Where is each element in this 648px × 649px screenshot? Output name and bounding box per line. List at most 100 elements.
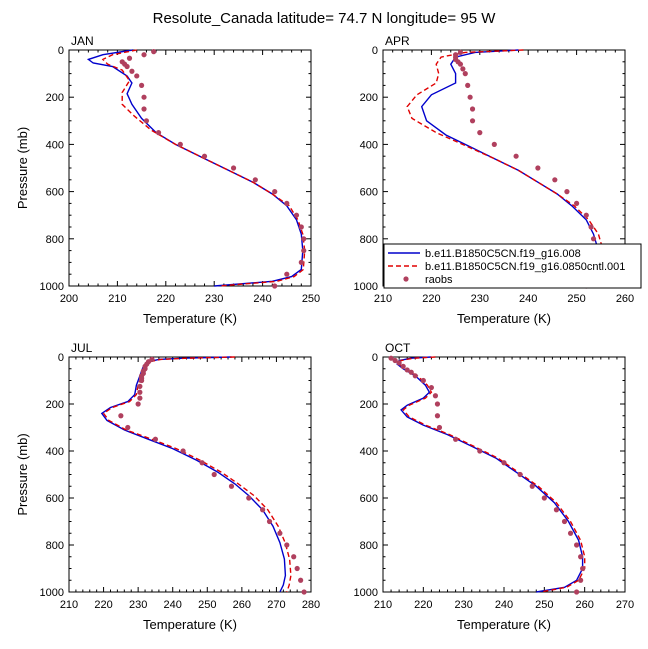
x-tick-label: 220 xyxy=(422,293,440,305)
raobs-point xyxy=(477,130,483,136)
raobs-point xyxy=(457,49,464,55)
raobs-point xyxy=(152,436,159,442)
raobs-point xyxy=(578,554,584,560)
raobs-point xyxy=(230,165,237,171)
raobs-point xyxy=(141,94,147,100)
raobs-point xyxy=(284,271,290,277)
raobs-point xyxy=(199,460,205,466)
y-tick-label: 800 xyxy=(360,234,378,246)
plot-frame xyxy=(68,49,312,287)
raobs-point xyxy=(529,483,535,489)
x-tick-label: 210 xyxy=(108,293,126,305)
y-tick-label: 1000 xyxy=(354,587,378,599)
x-tick-label: 260 xyxy=(575,599,593,611)
raobs-point xyxy=(301,589,307,595)
x-tick-label: 220 xyxy=(157,293,175,305)
raobs-point xyxy=(453,436,459,442)
raobs-point xyxy=(298,224,304,230)
y-tick-label: 600 xyxy=(360,493,378,505)
x-tick-label: 220 xyxy=(94,599,112,611)
legend-label: b.e11.B1850C5CN.f19_g16.0850cntl.001 xyxy=(425,261,625,273)
y-tick-label: 800 xyxy=(360,540,378,552)
x-tick-label: 210 xyxy=(374,293,392,305)
x-tick-label: 250 xyxy=(567,293,585,305)
raobs-point xyxy=(118,413,124,419)
raobs-point xyxy=(491,141,497,147)
raobs-point xyxy=(277,530,283,536)
y-tick-label: 0 xyxy=(372,45,378,57)
raobs-point xyxy=(578,577,584,583)
raobs-point xyxy=(392,357,398,364)
raobs-point xyxy=(574,589,580,595)
y-tick-label: 200 xyxy=(46,92,64,104)
x-tick-label: 220 xyxy=(414,599,432,611)
x-tick-label: 210 xyxy=(60,599,78,611)
x-axis-label: Temperature (K) xyxy=(457,311,551,326)
raobs-point xyxy=(139,377,145,384)
raobs-point xyxy=(137,383,143,389)
x-tick-label: 230 xyxy=(205,293,223,305)
y-tick-label: 400 xyxy=(360,446,378,458)
raobs-point xyxy=(588,224,594,230)
series-line-cntl xyxy=(406,49,606,287)
raobs-point xyxy=(574,542,580,548)
raobs-point xyxy=(457,61,464,67)
raobs-point xyxy=(137,389,143,395)
raobs-point xyxy=(460,66,466,72)
raobs-point xyxy=(260,507,266,513)
raobs-point xyxy=(291,554,297,560)
x-tick-label: 280 xyxy=(302,599,320,611)
raobs-point xyxy=(294,565,300,572)
raobs-point xyxy=(396,360,402,366)
raobs-point xyxy=(462,71,468,77)
y-tick-label: 1000 xyxy=(40,281,64,293)
raobs-point xyxy=(567,530,574,536)
legend-label: b.e11.B1850C5CN.f19_g16.008 xyxy=(425,248,581,260)
panel-label: JAN xyxy=(71,34,94,48)
raobs-point xyxy=(180,448,186,454)
raobs-point xyxy=(580,565,586,572)
raobs-point xyxy=(513,153,519,159)
y-tick-label: 0 xyxy=(372,352,378,364)
legend: b.e11.B1850C5CN.f19_g16.008b.e11.B1850C5… xyxy=(383,243,642,289)
x-tick-label: 230 xyxy=(454,599,472,611)
raobs-point xyxy=(143,118,150,124)
raobs-point xyxy=(552,177,558,183)
raobs-point xyxy=(201,153,208,159)
panel-label: JUL xyxy=(71,341,93,355)
x-tick-label: 200 xyxy=(60,293,78,305)
raobs-point xyxy=(574,200,580,206)
raobs-point xyxy=(434,413,441,419)
raobs-point xyxy=(211,471,217,478)
raobs-point xyxy=(137,395,143,401)
raobs-point xyxy=(266,518,273,525)
raobs-point xyxy=(436,424,443,431)
raobs-point xyxy=(465,82,471,88)
series-line-008 xyxy=(420,49,601,287)
x-tick-label: 250 xyxy=(198,599,216,611)
x-tick-label: 240 xyxy=(253,293,271,305)
raobs-point xyxy=(583,212,589,218)
raobs-point xyxy=(535,165,541,171)
raobs-point xyxy=(129,68,135,74)
raobs-point xyxy=(134,73,140,79)
legend-box xyxy=(383,243,642,289)
series-line-008 xyxy=(100,356,287,593)
chart-title: Resolute_Canada latitude= 74.7 N longitu… xyxy=(153,10,497,27)
raobs-point xyxy=(408,369,414,375)
y-tick-label: 400 xyxy=(46,139,64,151)
raobs-point xyxy=(301,248,307,254)
raobs-point xyxy=(301,236,307,242)
y-tick-label: 0 xyxy=(58,45,64,57)
raobs-point xyxy=(469,118,476,124)
raobs-point xyxy=(541,495,547,501)
series-line-cntl xyxy=(102,356,292,593)
raobs-point xyxy=(298,577,304,583)
raobs-point xyxy=(135,401,141,407)
raobs-point xyxy=(141,106,147,112)
panel-label: OCT xyxy=(385,341,411,355)
raobs-point xyxy=(434,401,441,407)
x-tick-label: 240 xyxy=(519,293,537,305)
x-tick-label: 230 xyxy=(129,599,147,611)
